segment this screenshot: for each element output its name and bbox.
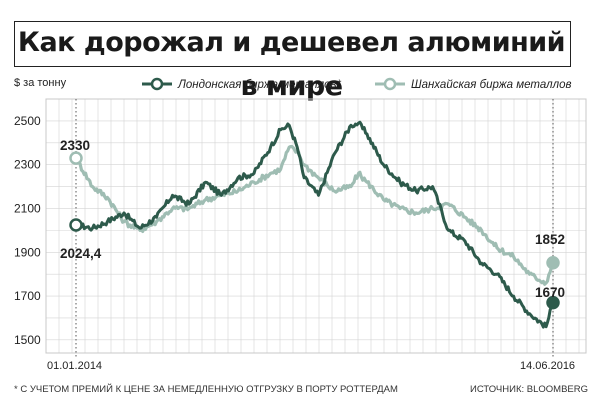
legend-marker-shanghai xyxy=(383,77,397,91)
series-line-london xyxy=(74,120,555,329)
shanghai-start-marker xyxy=(69,151,83,165)
grid xyxy=(45,98,587,357)
series-line-shanghai xyxy=(74,144,555,286)
london-start-marker xyxy=(69,218,83,232)
y-tick-label: 1700 xyxy=(14,289,41,303)
footnote: * С УЧЕТОМ ПРЕМИЙ К ЦЕНЕ ЗА НЕМЕДЛЕННУЮ … xyxy=(14,383,398,395)
y-tick-label: 2100 xyxy=(14,201,41,215)
y-tick-label: 2500 xyxy=(14,114,41,128)
legend-marker-london xyxy=(150,77,164,91)
x-end-date: 14.06.2016 xyxy=(520,360,575,372)
series-lines xyxy=(74,120,555,329)
legend-label-london: Лондонская биржа металлов* xyxy=(177,79,341,91)
y-axis-label: $ за тонну xyxy=(14,77,67,89)
chart-title: Как дорожал и дешевел алюминий в мире xyxy=(17,27,566,102)
y-tick-label: 1900 xyxy=(14,245,41,259)
source: ИСТОЧНИК: BLOOMBERG xyxy=(470,384,588,395)
y-tick-label: 1500 xyxy=(14,333,41,347)
legend: Лондонская биржа металлов* Шанхайская би… xyxy=(142,77,572,91)
y-tick-label: 2300 xyxy=(14,158,41,172)
plot-frame xyxy=(45,98,587,354)
legend-label-shanghai: Шанхайская биржа металлов xyxy=(411,79,572,91)
callout-shanghai-end: 1852 xyxy=(535,232,565,247)
callout-london-start: 2024,4 xyxy=(60,246,102,261)
title-frame xyxy=(14,21,571,67)
callout-shanghai-start: 2330 xyxy=(60,138,90,153)
callout-london-end: 1670 xyxy=(535,285,565,300)
y-axis: 1500 1700 1900 2100 2300 2500 xyxy=(14,114,41,347)
shanghai-end-marker xyxy=(546,256,560,270)
series-markers xyxy=(69,151,560,310)
london-end-marker xyxy=(546,295,560,310)
x-start-date: 01.01.2014 xyxy=(47,360,102,372)
